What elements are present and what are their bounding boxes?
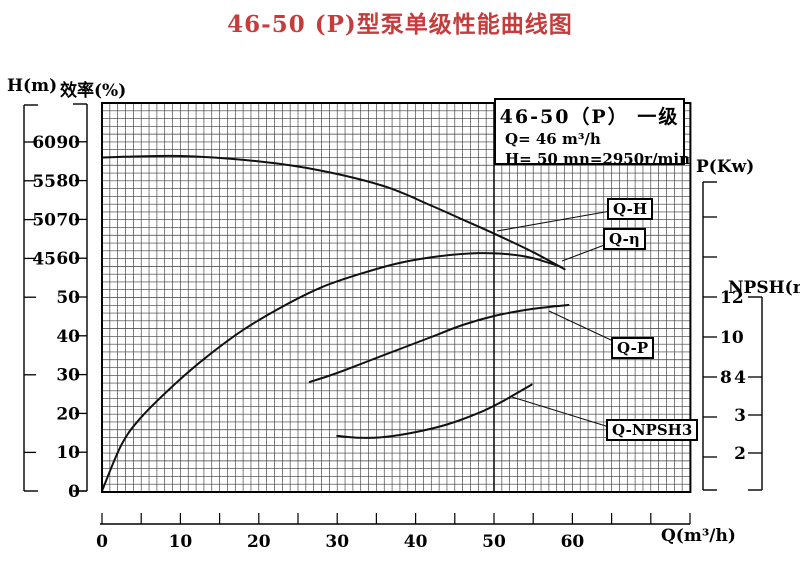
page-title: 46-50 (P)型泵单级性能曲线图 <box>227 11 573 38</box>
npsh-tick-label: 4 <box>734 368 746 388</box>
npsh-tick-label: 2 <box>734 444 746 464</box>
q-tick-label: 0 <box>96 532 108 552</box>
curve-label-qp: Q-P <box>611 337 655 359</box>
p-tick-label: 8 <box>720 368 732 388</box>
rated-flow-label: Q= 46 m³/h <box>505 130 601 148</box>
flow-axis-title: Q(m³/h) <box>661 526 736 546</box>
eff-tick-label: 90 <box>56 133 80 153</box>
power-axis-title: P(Kw) <box>696 157 755 177</box>
curve-label-qeta: Q-η <box>603 228 646 250</box>
p-tick-label: 10 <box>720 328 744 348</box>
eff-tick-label: 60 <box>56 249 80 269</box>
p-tick-label: 12 <box>720 288 744 308</box>
eff-tick-label: 70 <box>56 210 80 230</box>
plot-grid <box>101 102 691 493</box>
eff-tick-label: 30 <box>56 366 80 386</box>
curve-npsh <box>336 383 533 439</box>
eff-tick-label: 0 <box>68 482 80 502</box>
rated-speed-label: n=2950r/min <box>578 150 691 168</box>
flow-axis: 0 10 20 30 40 50 60 <box>96 513 691 552</box>
plot-border <box>101 102 692 493</box>
performance-curves <box>101 154 570 492</box>
q-tick-label: 60 <box>561 532 585 552</box>
curve-label-qnpsh3: Q-NPSH3 <box>606 419 699 441</box>
eff-tick-label: 50 <box>56 288 80 308</box>
q-tick-label: 20 <box>247 532 271 552</box>
q-tick-label: 10 <box>169 532 193 552</box>
q-tick-label: 50 <box>482 532 506 552</box>
eff-tick-label: 80 <box>56 172 80 192</box>
h-tick-label: 45 <box>32 249 56 269</box>
rating-info-box: 46-50（P） 一级 Q= 46 m³/h H= 50 m n=2950r/m… <box>494 98 690 168</box>
curve-label-qh: Q-H <box>607 198 654 220</box>
pump-model-label: 46-50（P） 一级 <box>499 106 680 128</box>
h-tick-label: 60 <box>32 133 56 153</box>
curve-h <box>101 154 566 271</box>
h-axis-title: H(m) <box>7 76 58 96</box>
eff-tick-label: 40 <box>56 327 80 347</box>
curve-p <box>308 304 570 383</box>
rated-head-label: H= 50 m <box>505 150 579 168</box>
h-tick-label: 50 <box>32 211 56 231</box>
efficiency-axis-title: 效率(%) <box>60 81 127 101</box>
npsh-tick-label: 3 <box>734 406 746 426</box>
h-tick-label: 55 <box>32 172 56 192</box>
q-tick-label: 40 <box>404 532 428 552</box>
eff-tick-label: 10 <box>56 443 80 463</box>
eff-tick-label: 20 <box>56 404 80 424</box>
curve-eff <box>101 252 562 492</box>
q-tick-label: 30 <box>325 532 349 552</box>
npsh-axis-title: NPSH(m) <box>728 278 800 298</box>
